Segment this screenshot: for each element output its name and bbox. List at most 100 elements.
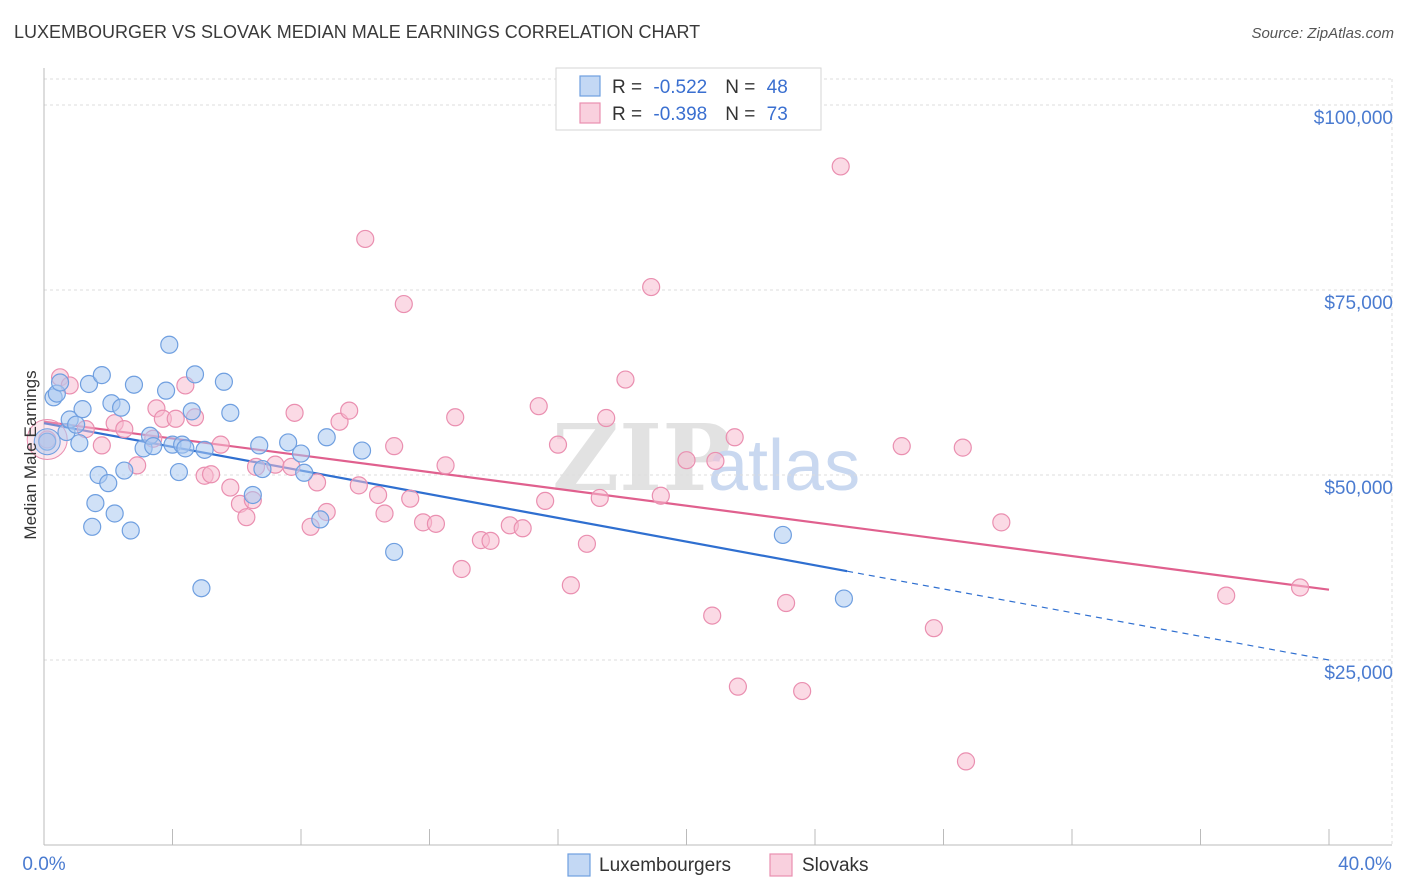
grid <box>44 78 1393 845</box>
x-tick-label: 40.0% <box>1338 854 1392 875</box>
point-slovaks <box>401 489 420 508</box>
point-slovaks <box>703 606 722 625</box>
chart-title: LUXEMBOURGER VS SLOVAK MEDIAN MALE EARNI… <box>14 22 700 42</box>
y-tick-label: $25,000 <box>1324 663 1393 684</box>
point-slovaks <box>776 593 796 613</box>
point-luxembourgers <box>192 579 211 598</box>
y-tick-label: $100,000 <box>1314 108 1393 129</box>
point-slovaks <box>375 504 394 523</box>
point-slovaks <box>831 157 850 176</box>
point-slovaks <box>426 514 446 533</box>
point-slovaks <box>706 451 725 471</box>
bottom-legend: Luxembourgers Slovaks <box>567 853 869 877</box>
point-slovaks <box>577 534 597 553</box>
bottom-legend-label-luxembourgers: Luxembourgers <box>599 855 731 876</box>
point-slovaks <box>446 408 465 427</box>
point-luxembourgers <box>385 542 404 562</box>
point-slovaks <box>590 488 609 508</box>
point-slovaks <box>956 752 976 771</box>
point-luxembourgers <box>86 494 105 513</box>
axes <box>43 68 1392 846</box>
legend-swatch-slovaks <box>579 102 601 124</box>
point-slovaks <box>924 619 943 638</box>
point-luxembourgers <box>250 436 269 455</box>
point-slovaks <box>166 409 185 428</box>
point-slovaks <box>529 397 548 416</box>
point-luxembourgers <box>83 517 102 536</box>
point-luxembourgers <box>279 433 298 452</box>
point-slovaks <box>481 531 500 550</box>
point-slovaks <box>642 277 661 297</box>
point-luxembourgers <box>115 461 134 480</box>
point-slovaks <box>237 508 256 527</box>
point-slovaks <box>201 465 221 484</box>
bottom-legend-swatch-slovaks <box>769 853 793 877</box>
point-slovaks <box>221 478 240 497</box>
watermark-zip: ZIP <box>552 404 731 512</box>
y-tick-labels: $25,000 $50,000 $75,000 $100,000 <box>1314 108 1393 684</box>
point-luxembourgers <box>121 521 140 540</box>
y-axis-label: Median Male Earnings <box>21 370 40 539</box>
x-tick-label: 0.0% <box>22 854 65 875</box>
point-luxembourgers <box>144 437 163 456</box>
point-slovaks <box>561 576 580 595</box>
legend-n-value: 73 <box>767 104 788 125</box>
point-slovaks <box>651 486 670 505</box>
trendline-luxembourgers-extension <box>847 570 1330 661</box>
point-luxembourgers <box>169 462 189 482</box>
point-luxembourgers <box>195 440 214 459</box>
point-luxembourgers <box>311 510 330 529</box>
point-luxembourgers <box>50 373 70 392</box>
legend-swatch-luxembourgers <box>579 75 601 97</box>
point-slovaks <box>513 519 532 538</box>
point-slovaks <box>892 437 911 456</box>
point-slovaks <box>211 435 230 454</box>
point-luxembourgers <box>92 366 111 385</box>
point-slovaks <box>349 476 368 495</box>
point-luxembourgers <box>773 525 792 545</box>
point-slovaks <box>115 420 134 439</box>
point-slovaks <box>385 437 404 456</box>
point-slovaks <box>793 681 812 701</box>
point-slovaks <box>452 559 471 579</box>
bottom-legend-swatch-luxembourgers <box>567 853 591 877</box>
point-luxembourgers <box>99 474 118 493</box>
point-luxembourgers <box>111 398 131 417</box>
point-slovaks <box>953 438 972 457</box>
legend-n-value: 48 <box>767 77 788 98</box>
point-luxembourgers <box>156 381 176 400</box>
legend-n-label: N = <box>725 77 760 98</box>
point-slovaks <box>1217 586 1236 605</box>
legend-row-slovaks: R = -0.398 N = 73 <box>612 104 788 125</box>
legend-r-value: -0.522 <box>653 77 707 98</box>
point-luxembourgers <box>73 400 92 419</box>
top-legend: R = -0.522 N = 48 R = -0.398 N = 73 <box>555 67 822 131</box>
point-slovaks <box>285 403 304 422</box>
point-slovaks <box>597 408 616 428</box>
point-slovaks <box>307 473 327 492</box>
point-slovaks <box>356 229 375 249</box>
point-luxembourgers <box>176 439 195 458</box>
point-luxembourgers <box>160 335 179 354</box>
point-luxembourgers <box>67 415 86 434</box>
point-luxembourgers <box>317 428 336 447</box>
x-tick-labels: 0.0% 40.0% <box>22 854 1392 875</box>
point-luxembourgers <box>214 372 233 391</box>
point-luxembourgers <box>79 374 99 394</box>
point-luxembourgers <box>834 589 854 608</box>
bottom-legend-label-slovaks: Slovaks <box>802 855 869 876</box>
point-slovaks <box>92 436 111 455</box>
legend-r-label: R = <box>612 77 647 98</box>
point-luxembourgers <box>38 432 57 451</box>
point-slovaks <box>436 456 455 475</box>
point-slovaks <box>394 294 413 314</box>
point-luxembourgers <box>295 463 314 482</box>
legend-row-luxembourgers: R = -0.522 N = 48 <box>612 77 788 98</box>
point-slovaks <box>340 401 359 420</box>
y-tick-label: $50,000 <box>1324 478 1393 499</box>
point-slovaks <box>677 451 696 470</box>
point-luxembourgers <box>70 434 89 453</box>
point-slovaks <box>369 485 388 505</box>
chart-source: Source: ZipAtlas.com <box>1251 25 1394 42</box>
